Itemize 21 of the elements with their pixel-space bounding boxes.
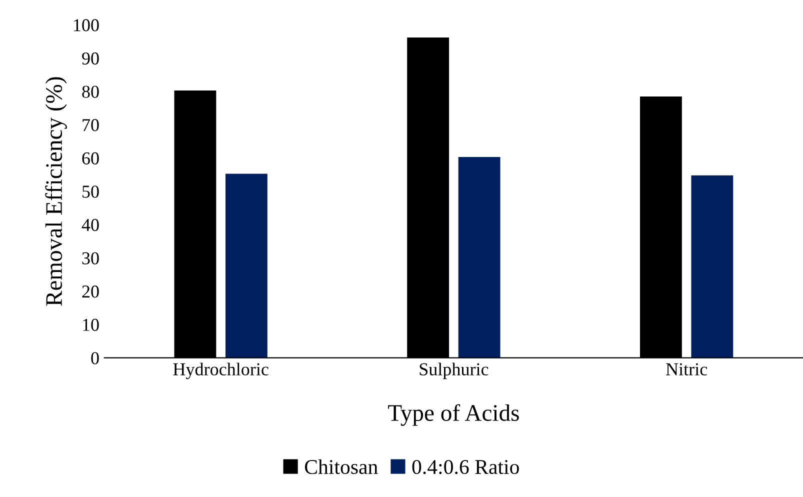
y-tick-label: 90: [82, 52, 99, 65]
y-tick-label: 0: [91, 352, 99, 364]
x-axis-title: Type of Acids: [388, 404, 519, 426]
y-tick-label: 20: [82, 286, 99, 298]
y-tick-label: 40: [82, 218, 99, 232]
bar: [225, 174, 268, 358]
y-tick-label: 70: [82, 119, 99, 132]
legend-label: Chitosan: [304, 459, 378, 474]
x-tick-label: Nitric: [666, 363, 708, 376]
x-tick-label: Sulphuric: [420, 362, 488, 380]
y-tick-label: 10: [83, 318, 99, 331]
y-tick-label: 60: [82, 152, 99, 164]
y-tick-label: 50: [82, 186, 99, 198]
x-tick-label: Hydrochloric: [173, 362, 268, 380]
bar: [691, 175, 734, 358]
y-axis-title: Removal Efficiency (%): [45, 77, 67, 306]
y-tick-label: 100: [74, 19, 99, 32]
y-tick-label: 80: [82, 86, 99, 98]
legend-label: 0.4:0.6 Ratio: [412, 460, 519, 474]
y-tick-label: 30: [82, 252, 99, 264]
bar: [458, 157, 500, 358]
